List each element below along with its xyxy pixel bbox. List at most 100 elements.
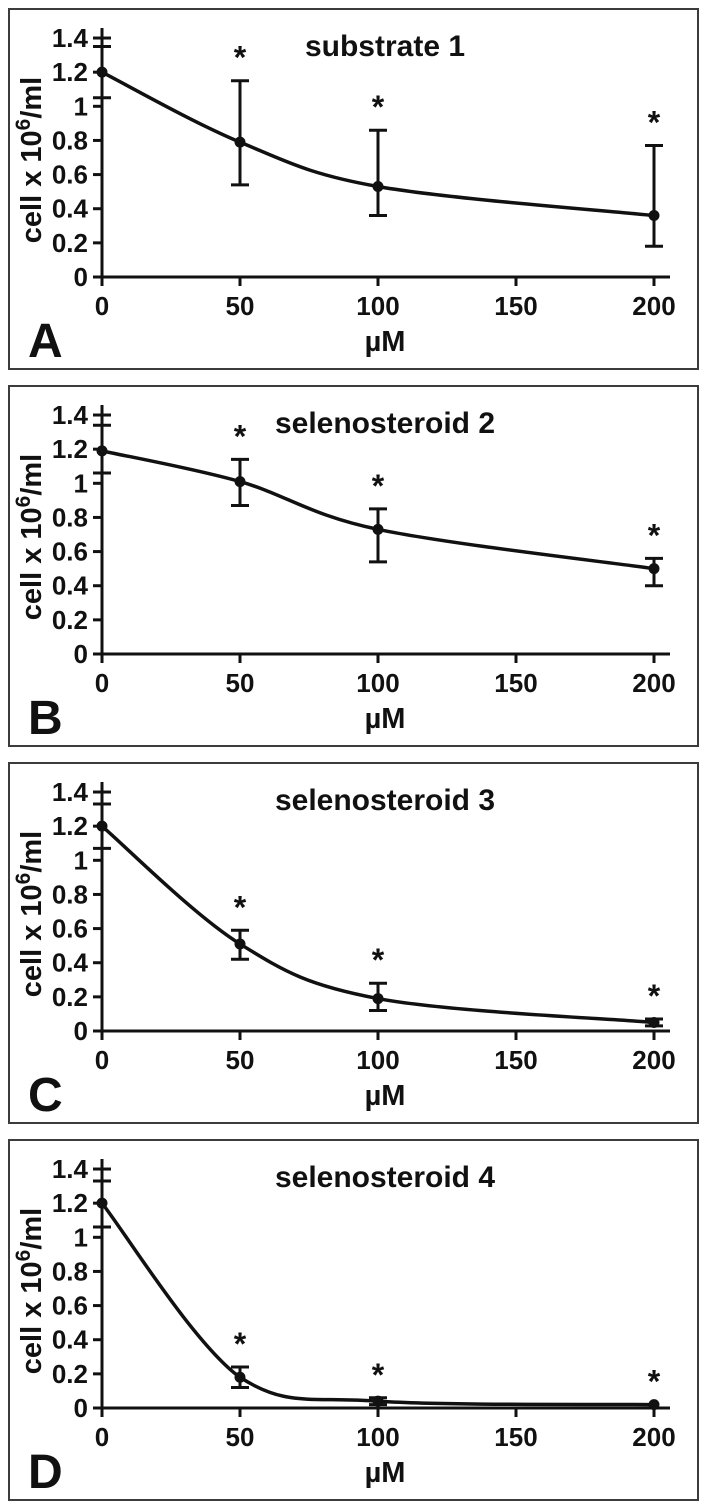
significance-asterisk: *	[372, 468, 385, 504]
y-tick-label: 1.4	[52, 777, 89, 807]
data-point	[96, 445, 108, 457]
chart-title: selenosteroid 4	[275, 1161, 495, 1194]
data-point	[96, 66, 108, 78]
data-curve	[100, 824, 655, 1025]
y-tick-label: 1.4	[52, 400, 89, 430]
plot-area-b: 0 50 100 150 200 0 0.2 0.4 0.6 0.8 1 1.2 1.4 * * * sele…	[12, 400, 676, 745]
y-tick-label: 1	[74, 91, 88, 121]
x-tick-label: 150	[494, 1045, 537, 1075]
data-point	[234, 136, 246, 148]
x-tick-label: 100	[356, 668, 399, 698]
data-point	[648, 1016, 660, 1028]
x-tick-label: 200	[632, 291, 675, 321]
data-point	[648, 1399, 660, 1411]
plot-area-d: 0 50 100 150 200 0 0.2 0.4 0.6 0.8 1 1.2 1.4 * * * sele…	[12, 1154, 676, 1499]
data-point	[234, 476, 246, 488]
y-tick-label: 0.4	[52, 571, 89, 601]
y-tick-label: 0.2	[52, 228, 88, 258]
data-point	[372, 1395, 384, 1407]
chart-panel-a: 0 50 100 150 200 0 0.2 0.4 0.6 0.8 1 1.2 1.4 * * * subs…	[8, 8, 699, 370]
data-point	[234, 938, 246, 950]
x-tick-label: 150	[494, 668, 537, 698]
y-tick-label: 0.2	[52, 982, 88, 1012]
x-tick-label: 0	[95, 1422, 109, 1452]
x-tick-label: 150	[494, 291, 537, 321]
significance-asterisk: *	[648, 517, 661, 553]
x-tick-label: 0	[95, 668, 109, 698]
x-tick-label: 50	[226, 1045, 255, 1075]
plot-area-c: 0 50 100 150 200 0 0.2 0.4 0.6 0.8 1 1.2 1.4 * * * sele…	[12, 777, 676, 1122]
y-tick-label: 0.4	[52, 194, 89, 224]
y-tick-label: 0	[74, 1016, 88, 1046]
data-curve	[101, 70, 655, 218]
y-tick-label: 1.2	[52, 57, 88, 87]
y-tick-label: 0.8	[52, 502, 88, 532]
y-tick-label: 1	[74, 468, 88, 498]
plot-area-a: 0 50 100 150 200 0 0.2 0.4 0.6 0.8 1 1.2 1.4 * * * subs…	[12, 23, 676, 368]
chart-title: selenosteroid 3	[275, 784, 495, 817]
y-tick-label: 1	[74, 1222, 88, 1252]
chart-panel-d: 0 50 100 150 200 0 0.2 0.4 0.6 0.8 1 1.2 1.4 * * * sele…	[8, 1139, 699, 1501]
significance-asterisk: *	[372, 942, 385, 978]
y-tick-label: 1.4	[52, 23, 89, 53]
chart-panel-b: 0 50 100 150 200 0 0.2 0.4 0.6 0.8 1 1.2 1.4 * * * sele…	[8, 385, 699, 747]
significance-asterisk: *	[234, 40, 247, 76]
y-tick-label: 0	[74, 1393, 88, 1423]
y-tick-label: 0	[74, 639, 88, 669]
x-tick-label: 200	[632, 668, 675, 698]
data-point	[648, 210, 660, 222]
significance-asterisk: *	[234, 1326, 247, 1362]
data-point	[648, 563, 660, 575]
x-axis-label: µM	[365, 1080, 406, 1112]
y-tick-label: 1.2	[52, 434, 88, 464]
panel-letter: C	[28, 1069, 63, 1122]
chart-title: selenosteroid 2	[275, 407, 495, 440]
data-point	[372, 523, 384, 535]
x-axis-label: µM	[365, 1457, 406, 1489]
y-tick-label: 0.6	[52, 914, 88, 944]
data-curve	[100, 1202, 655, 1407]
x-tick-label: 150	[494, 1422, 537, 1452]
significance-asterisk: *	[648, 978, 661, 1014]
data-point	[234, 1371, 246, 1383]
data-point	[372, 993, 384, 1005]
y-axis-label: cell x 106/ml	[12, 831, 48, 997]
significance-asterisk: *	[648, 105, 661, 141]
x-tick-label: 100	[356, 291, 399, 321]
y-tick-label: 1.4	[52, 1154, 89, 1184]
y-tick-label: 0.8	[52, 1256, 88, 1286]
data-point	[372, 181, 384, 193]
x-tick-label: 0	[95, 1045, 109, 1075]
y-tick-label: 0.4	[52, 1325, 89, 1355]
panel-letter: B	[28, 692, 63, 745]
y-tick-label: 0.2	[52, 605, 88, 635]
x-tick-label: 50	[226, 668, 255, 698]
y-tick-label: 0.4	[52, 948, 89, 978]
y-tick-label: 0.6	[52, 537, 88, 567]
x-tick-label: 100	[356, 1045, 399, 1075]
y-axis-label: cell x 106/ml	[12, 1208, 48, 1374]
y-tick-label: 0.2	[52, 1359, 88, 1389]
chart-panel-c: 0 50 100 150 200 0 0.2 0.4 0.6 0.8 1 1.2 1.4 * * * sele…	[8, 762, 699, 1124]
x-axis-label: µM	[365, 326, 406, 358]
panel-letter: D	[28, 1446, 63, 1499]
panel-letter: A	[28, 315, 63, 368]
data-point	[96, 1197, 108, 1209]
y-tick-label: 0.6	[52, 1291, 88, 1321]
x-tick-label: 200	[632, 1045, 675, 1075]
significance-asterisk: *	[234, 418, 247, 454]
significance-asterisk: *	[648, 1364, 661, 1400]
x-tick-label: 0	[95, 291, 109, 321]
significance-asterisk: *	[372, 1357, 385, 1393]
y-tick-label: 0.8	[52, 125, 88, 155]
significance-asterisk: *	[372, 89, 385, 125]
y-tick-label: 1	[74, 845, 88, 875]
y-axis-label: cell x 106/ml	[12, 77, 48, 243]
significance-asterisk: *	[234, 889, 247, 925]
y-tick-label: 0	[74, 262, 88, 292]
x-tick-label: 100	[356, 1422, 399, 1452]
y-tick-label: 0.8	[52, 879, 88, 909]
data-point	[96, 820, 108, 832]
y-tick-label: 1.2	[52, 811, 88, 841]
